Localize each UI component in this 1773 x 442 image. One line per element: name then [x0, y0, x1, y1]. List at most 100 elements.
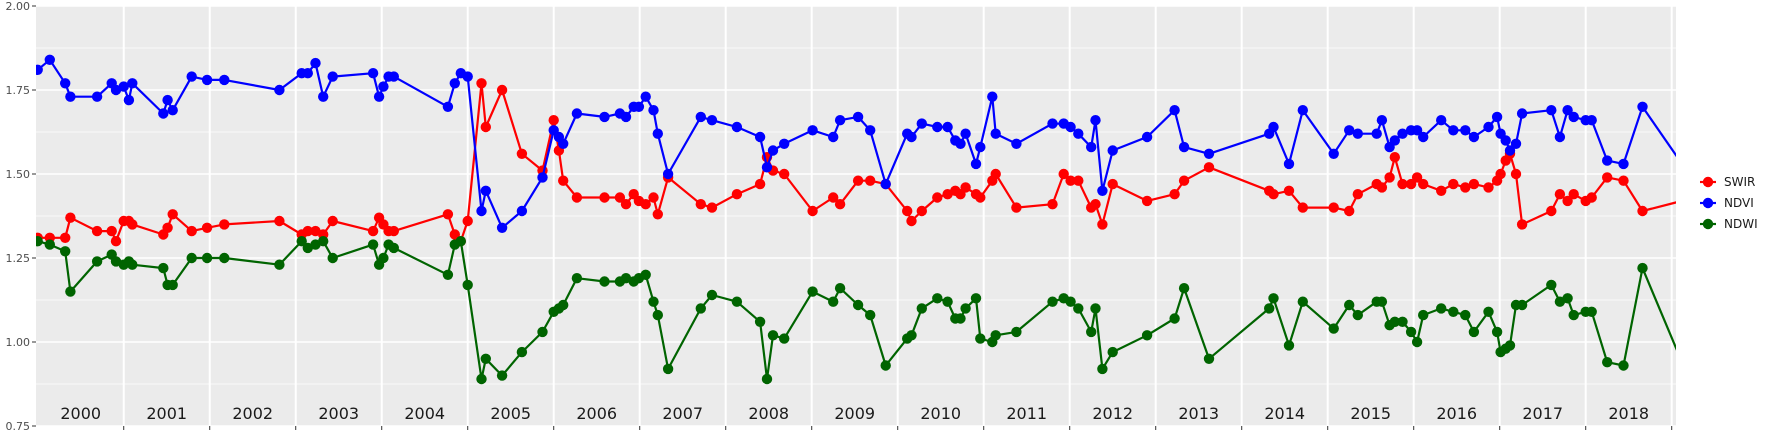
data-point-ndwi: [828, 296, 839, 307]
data-point-ndwi: [44, 239, 55, 250]
data-point-swir: [1685, 172, 1695, 182]
data-point-ndwi: [219, 252, 230, 264]
data-point-ndvi: [367, 68, 379, 79]
data-point-ndwi: [865, 309, 876, 321]
data-point-swir: [167, 209, 178, 220]
data-point-ndwi: [1504, 340, 1516, 351]
data-point-swir: [1097, 219, 1108, 230]
data-point-ndwi: [1411, 336, 1423, 348]
y-tick-label: 2.00: [6, 0, 31, 13]
data-point-swir: [652, 209, 663, 220]
series-ndvi: [36, 54, 1769, 233]
data-point-ndvi: [378, 81, 389, 92]
data-point-swir: [1297, 202, 1309, 213]
data-point-ndvi: [1504, 145, 1516, 156]
data-point-ndwi: [955, 313, 966, 324]
data-point-ndwi: [1685, 354, 1695, 364]
year-label: 2017: [1522, 404, 1563, 423]
data-point-ndwi: [1086, 326, 1097, 338]
data-point-swir: [1011, 202, 1022, 213]
data-point-ndvi: [916, 118, 927, 129]
data-point-ndwi: [1011, 326, 1022, 338]
data-point-ndwi: [779, 333, 790, 344]
year-labels: 2000 2001 2002 2003 2004 2005 2006 2007 2008 2009…: [60, 404, 1649, 423]
data-point-swir: [1677, 196, 1687, 206]
data-point-swir: [186, 225, 197, 237]
data-point-ndwi: [1586, 306, 1597, 317]
data-point-ndvi: [767, 145, 779, 156]
y-tick-label: 0.75: [6, 420, 31, 433]
data-point-ndwi: [537, 326, 548, 338]
data-point-swir: [571, 192, 583, 203]
data-point-ndvi: [1448, 125, 1459, 136]
data-point-ndvi: [1328, 148, 1339, 159]
data-point-ndvi: [36, 64, 43, 75]
data-point-ndvi: [1732, 132, 1742, 142]
data-point-ndwi: [652, 309, 663, 321]
data-point-ndvi: [648, 105, 659, 116]
data-point-ndvi: [91, 91, 103, 102]
data-point-ndwi: [1297, 296, 1309, 307]
legend: SWIR NDVI NDWI: [1700, 175, 1758, 231]
data-point-ndwi: [807, 286, 818, 297]
data-point-ndwi: [1759, 310, 1769, 320]
data-point-ndvi: [476, 205, 487, 217]
data-point-swir: [302, 225, 313, 237]
data-point-swir: [706, 202, 718, 213]
data-point-ndwi: [1405, 326, 1417, 338]
year-label: 2005: [490, 404, 531, 423]
data-point-ndwi: [1328, 323, 1339, 334]
year-label: 2010: [920, 404, 961, 423]
data-point-ndvi: [1677, 159, 1687, 169]
data-point-ndvi: [706, 115, 718, 126]
data-point-ndvi: [1468, 131, 1480, 143]
data-point-ndvi: [695, 111, 706, 123]
data-point-ndvi: [1376, 115, 1388, 126]
year-label: 2011: [1006, 404, 1047, 423]
year-label: 2006: [576, 404, 617, 423]
data-point-swir: [640, 199, 651, 210]
data-point-swir: [1376, 182, 1388, 193]
data-point-ndvi: [599, 111, 610, 123]
data-point-swir: [1618, 175, 1629, 186]
year-label: 2007: [662, 404, 703, 423]
data-point-ndwi: [1748, 307, 1758, 317]
data-point-ndwi: [1107, 346, 1118, 358]
data-point-swir: [1568, 189, 1579, 200]
data-point-ndvi: [807, 125, 818, 136]
data-point-ndwi: [599, 276, 610, 287]
data-point-ndwi: [1562, 293, 1573, 304]
data-point-ndvi: [828, 131, 839, 143]
data-point-swir: [1047, 199, 1058, 210]
data-point-swir: [1107, 178, 1118, 190]
data-point-ndvi: [990, 128, 1001, 139]
data-point-ndvi: [1637, 101, 1648, 113]
data-point-ndwi: [761, 373, 773, 385]
data-point-ndvi: [123, 94, 135, 106]
data-point-swir: [1397, 178, 1408, 190]
data-point-ndvi: [1759, 118, 1769, 128]
data-point-swir: [1073, 175, 1084, 186]
year-label: 2003: [318, 404, 359, 423]
data-point-ndvi: [1436, 115, 1447, 126]
data-point-ndwi: [1090, 303, 1101, 314]
data-point-swir: [1058, 168, 1069, 180]
data-point-ndwi: [476, 373, 487, 385]
data-point-ndvi: [852, 111, 864, 123]
data-point-ndvi: [779, 138, 790, 149]
data-point-swir: [59, 232, 71, 243]
data-point-ndwi: [367, 239, 379, 250]
data-point-ndwi: [1169, 313, 1180, 324]
data-point-ndwi: [640, 269, 651, 280]
data-point-ndvi: [1178, 141, 1190, 153]
data-point-ndwi: [91, 256, 103, 267]
data-point-ndvi: [1562, 105, 1573, 116]
data-point-swir: [548, 115, 559, 126]
data-point-ndwi: [496, 370, 508, 381]
data-point-ndvi: [1397, 128, 1408, 139]
y-tick-label: 1.75: [6, 84, 31, 97]
data-point-swir: [162, 222, 173, 233]
year-label: 2009: [834, 404, 875, 423]
data-point-ndvi: [480, 185, 491, 196]
data-point-swir: [1411, 172, 1423, 183]
